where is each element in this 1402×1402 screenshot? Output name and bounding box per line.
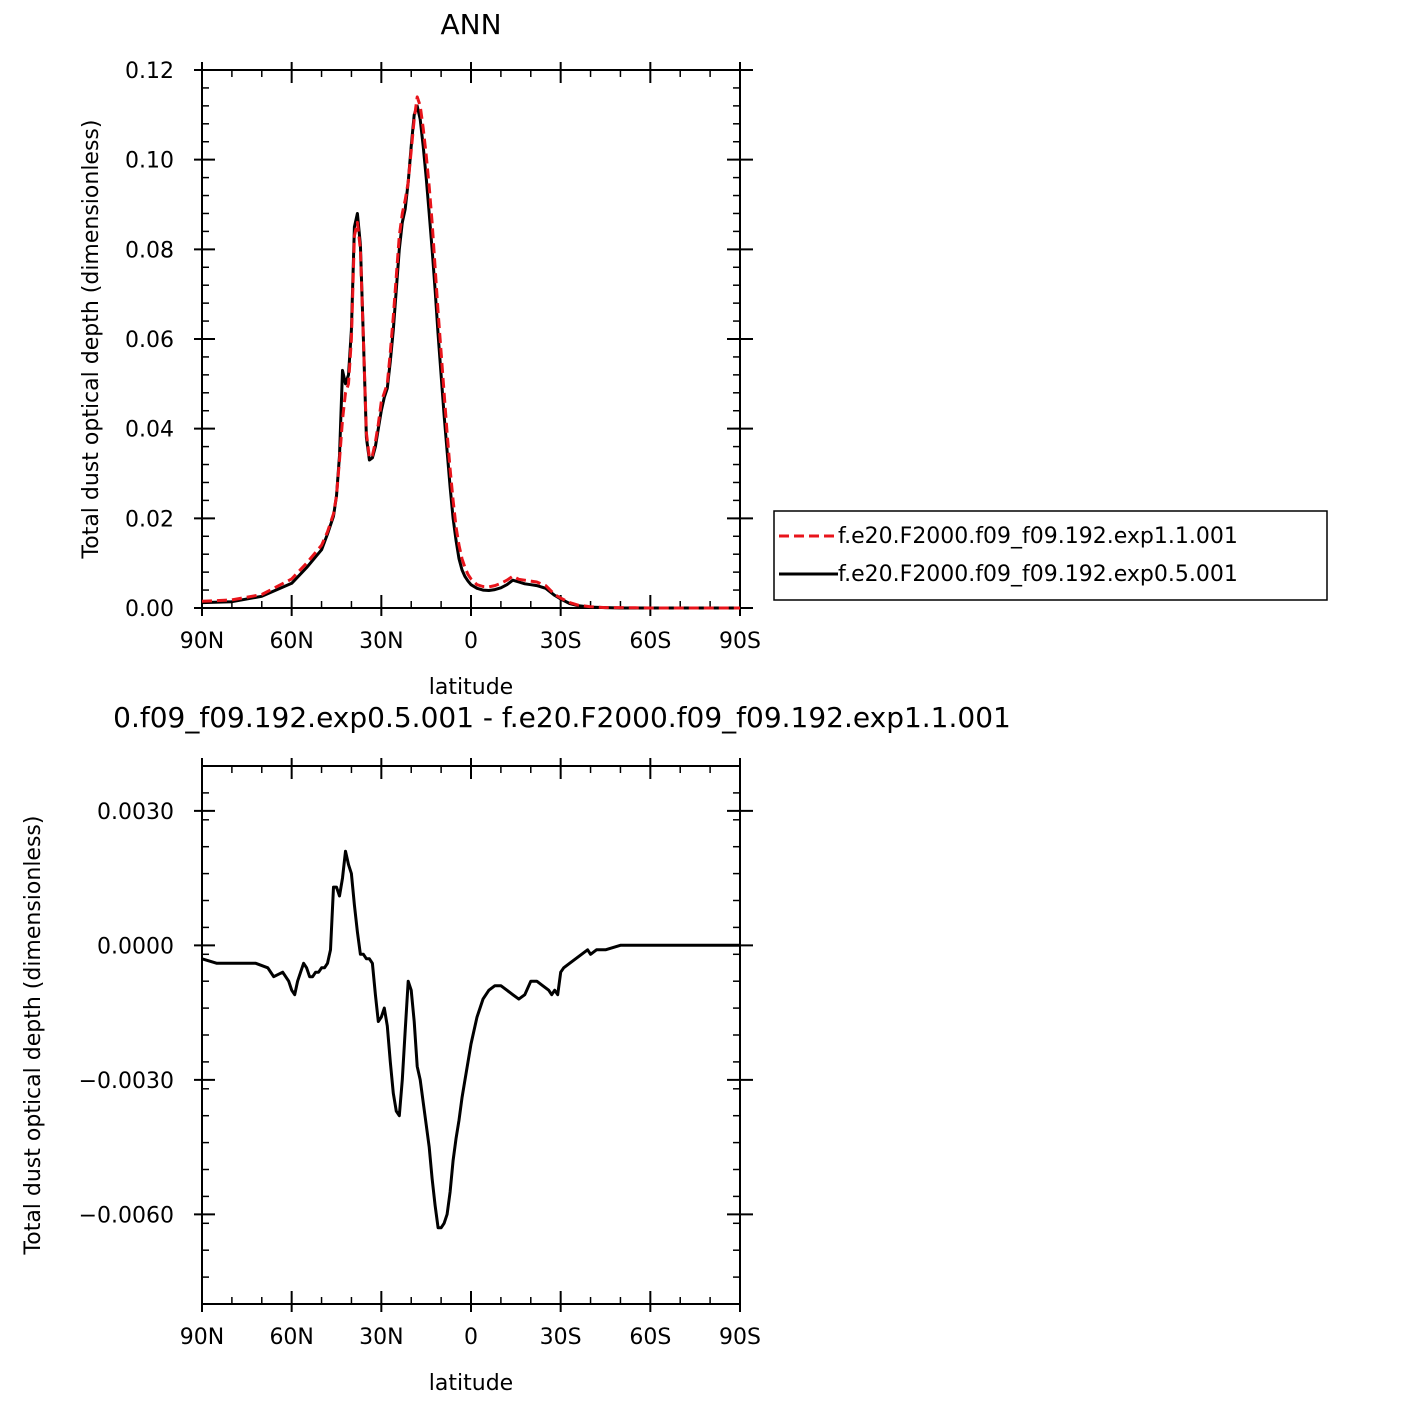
bottom-panel: 0.f09_f09.192.exp0.5.001 - f.e20.F2000.f…: [21, 701, 1011, 1396]
x-tick-label: 60N: [269, 1325, 313, 1350]
y-tick-label: 0.06: [125, 328, 174, 353]
y-tick-label: 0.0030: [97, 800, 174, 825]
legend-box: [773, 510, 1328, 601]
legend-label-exp1: f.e20.F2000.f09_f09.192.exp1.1.001: [838, 524, 1238, 549]
series-line-0: [201, 849, 740, 1230]
top-plot-title: ANN: [440, 8, 501, 41]
x-tick-label: 30N: [359, 1325, 403, 1350]
y-tick-label: 0.10: [125, 149, 174, 174]
series-line-1: [201, 104, 740, 610]
bottom-x-axis-title: latitude: [429, 1371, 513, 1396]
x-tick-label: 90N: [180, 629, 224, 654]
bottom-series-group: [201, 849, 740, 1230]
x-tick-label: 30N: [359, 629, 403, 654]
x-tick-label: 0: [464, 629, 478, 654]
plot-frame: [201, 765, 741, 1305]
x-tick-label: 0: [464, 1325, 478, 1350]
plot-frame: [201, 69, 741, 609]
x-tick-label: 90S: [719, 1325, 761, 1350]
x-tick-label: 90S: [719, 629, 761, 654]
x-tick-label: 60S: [629, 1325, 671, 1350]
x-tick-label: 30S: [540, 629, 582, 654]
y-tick-label: 0.0000: [97, 934, 174, 959]
bottom-axes: 90N 60N 30N 0 30S 60S 90S 0.0030 0.0000 −0.0030 −0…: [79, 758, 761, 1350]
y-tick-label: −0.0030: [79, 1069, 174, 1094]
x-tick-label: 60N: [269, 629, 313, 654]
top-x-axis-title: latitude: [429, 675, 513, 700]
top-y-axis-title: Total dust optical depth (dimensionless): [79, 120, 104, 560]
y-tick-label: 0.12: [125, 59, 174, 84]
series-line-0: [201, 95, 740, 610]
y-tick-label: 0.08: [125, 238, 174, 263]
top-panel: ANN 90N 60N 30N 0 30S 60S 90S 0.00 0.02 0.04 0.06 0…: [79, 8, 1328, 700]
legend: f.e20.F2000.f09_f09.192.exp1.1.001 f.e20…: [773, 510, 1328, 601]
y-tick-label: 0.02: [125, 507, 174, 532]
y-tick-label: −0.0060: [79, 1203, 174, 1228]
x-tick-label: 30S: [540, 1325, 582, 1350]
legend-label-exp0: f.e20.F2000.f09_f09.192.exp0.5.001: [838, 562, 1238, 587]
bottom-y-axis-title: Total dust optical depth (dimensionless): [21, 816, 46, 1256]
y-tick-label: 0.00: [125, 597, 174, 622]
bottom-plot-title: 0.f09_f09.192.exp0.5.001 - f.e20.F2000.f…: [113, 701, 1011, 734]
x-tick-label: 90N: [180, 1325, 224, 1350]
x-tick-label: 60S: [629, 629, 671, 654]
y-tick-label: 0.04: [125, 418, 174, 443]
top-axes: 90N 60N 30N 0 30S 60S 90S 0.00 0.02 0.04 0.06 0.08 0…: [125, 59, 761, 654]
top-series-group: [201, 95, 740, 610]
